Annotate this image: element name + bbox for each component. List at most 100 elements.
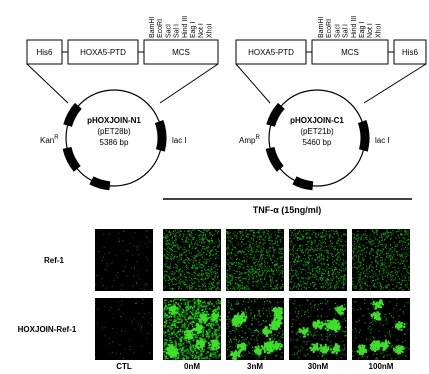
fluorescence bbox=[336, 259, 338, 261]
fluorescence bbox=[172, 303, 175, 305]
fluorescence bbox=[263, 268, 265, 270]
fluorescence bbox=[307, 262, 309, 264]
fluorescence bbox=[295, 258, 297, 261]
fluorescence bbox=[165, 263, 167, 265]
fluorescence bbox=[361, 280, 363, 282]
lac-label: lac I bbox=[375, 136, 390, 145]
fluorescence bbox=[394, 277, 397, 279]
fluorescence bbox=[210, 287, 212, 289]
fluorescence bbox=[403, 261, 405, 263]
fluorescence bbox=[235, 354, 238, 357]
fluorescence bbox=[327, 255, 329, 257]
fluorescence bbox=[165, 270, 167, 273]
fluorescence bbox=[166, 307, 169, 309]
fluorescence bbox=[197, 312, 200, 315]
fluorescence bbox=[144, 284, 146, 286]
fluorescence bbox=[209, 330, 211, 332]
fluorescence bbox=[393, 261, 395, 264]
fluorescence bbox=[170, 354, 173, 357]
fluorescence bbox=[146, 236, 148, 238]
fluorescence bbox=[150, 289, 152, 291]
fluorescence bbox=[260, 236, 262, 238]
fluorescence bbox=[192, 238, 194, 240]
fluorescence bbox=[360, 273, 362, 275]
fluorescence bbox=[307, 240, 309, 243]
fluorescence bbox=[277, 323, 280, 326]
fluorescence bbox=[275, 237, 277, 239]
fluorescence bbox=[212, 282, 214, 284]
fluorescence bbox=[135, 302, 137, 304]
fluorescence bbox=[307, 256, 309, 259]
fluorescence bbox=[135, 302, 137, 304]
fluorescence bbox=[376, 251, 378, 253]
fluorescence bbox=[373, 231, 375, 233]
fluorescence bbox=[240, 250, 242, 252]
fluorescence bbox=[165, 243, 167, 245]
fluorescence bbox=[233, 357, 236, 360]
fluorescence bbox=[187, 300, 190, 303]
fluorescence bbox=[325, 280, 327, 282]
fluorescence bbox=[205, 324, 208, 326]
fluorescence bbox=[187, 249, 190, 251]
fluorescence bbox=[301, 284, 303, 287]
fluorescence bbox=[381, 277, 384, 279]
fluorescence bbox=[216, 318, 219, 321]
fluorescence bbox=[354, 247, 356, 250]
fluorescence bbox=[399, 241, 401, 244]
fluorescence bbox=[407, 266, 410, 268]
fluorescence bbox=[322, 230, 324, 232]
fluorescence bbox=[307, 232, 309, 234]
fluorescence bbox=[200, 321, 203, 324]
fluorescence bbox=[337, 240, 339, 242]
fluorescence bbox=[238, 316, 241, 319]
fluorescence bbox=[236, 257, 238, 260]
fluorescence bbox=[323, 262, 326, 264]
fluorescence bbox=[389, 238, 391, 240]
fluorescence bbox=[185, 305, 188, 308]
fluorescence bbox=[384, 265, 386, 268]
fluorescence bbox=[164, 270, 166, 273]
fluorescence bbox=[178, 269, 180, 271]
fluorescence bbox=[273, 325, 276, 328]
fluorescence bbox=[333, 247, 335, 249]
fluorescence bbox=[332, 273, 334, 275]
fluorescence bbox=[129, 242, 131, 244]
fluorescence bbox=[203, 321, 206, 324]
fluorescence bbox=[205, 229, 207, 232]
fluorescence bbox=[166, 235, 168, 237]
fluorescence bbox=[269, 341, 272, 344]
fluorescence bbox=[212, 335, 214, 337]
fluorescence bbox=[256, 249, 258, 251]
fluorescence bbox=[210, 282, 213, 285]
fluorescence bbox=[372, 267, 375, 269]
fluorescence bbox=[314, 283, 316, 286]
fluorescence bbox=[174, 241, 177, 243]
fluorescence bbox=[165, 308, 168, 311]
fluorescence bbox=[261, 256, 264, 259]
fluorescence bbox=[120, 315, 122, 317]
fluorescence bbox=[193, 275, 195, 278]
fluorescence bbox=[264, 358, 267, 360]
fluorescence bbox=[205, 330, 208, 333]
fluorescence bbox=[238, 319, 241, 322]
fluorescence bbox=[294, 232, 296, 235]
fluorescence bbox=[267, 336, 269, 338]
fluorescence bbox=[321, 287, 323, 289]
fluorescence bbox=[164, 276, 166, 278]
fluorescence bbox=[166, 260, 168, 262]
fluorescence bbox=[185, 255, 187, 257]
fluorescence bbox=[181, 353, 183, 356]
fluorescence bbox=[280, 270, 282, 272]
fluorescence bbox=[374, 245, 376, 248]
fluorescence bbox=[200, 305, 203, 307]
fluorescence bbox=[191, 266, 194, 269]
fluorescence bbox=[231, 245, 233, 247]
fluorescence bbox=[339, 277, 342, 280]
fluorescence bbox=[262, 329, 265, 332]
fluorescence bbox=[165, 274, 167, 276]
micrograph bbox=[95, 298, 153, 360]
fluorescence bbox=[165, 356, 167, 358]
fluorescence bbox=[250, 249, 252, 251]
fluorescence bbox=[215, 258, 217, 260]
fluorescence bbox=[187, 267, 189, 269]
